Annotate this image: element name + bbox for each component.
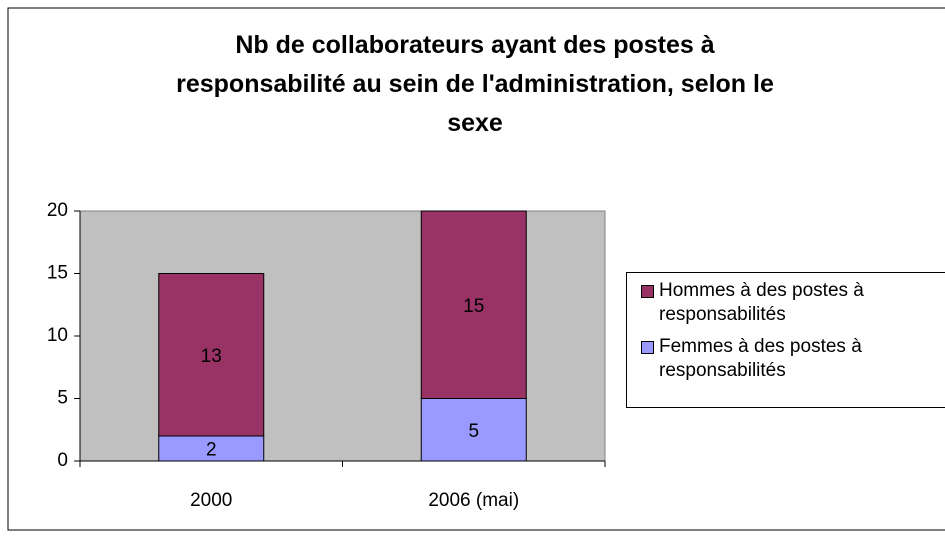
y-tick-label: 0: [57, 450, 68, 471]
y-tick-label: 10: [47, 325, 68, 346]
legend-item: Hommes à des postes à responsabilités: [641, 279, 945, 327]
bar-segment: [420, 210, 527, 399]
bar-segment: [158, 435, 265, 462]
bar-segment: [420, 398, 527, 462]
y-tick-label: 15: [47, 263, 68, 284]
y-tick-label: 20: [47, 200, 68, 221]
y-tick-label: 5: [57, 388, 68, 409]
x-tick-label: 2000: [190, 490, 232, 511]
data-label: 2: [206, 440, 217, 461]
data-label: 13: [201, 346, 222, 367]
legend-label: Hommes à des postes à responsabilités: [659, 280, 864, 325]
legend-swatch: [641, 341, 654, 354]
data-label: 15: [463, 296, 484, 317]
bar-segment: [158, 273, 265, 437]
legend-label: Femmes à des postes à responsabilités: [659, 336, 862, 381]
chart-title: Nb de collaborateurs ayant des postes à …: [176, 31, 774, 137]
legend-swatch: [641, 285, 654, 298]
x-tick-label: 2006 (mai): [428, 490, 519, 511]
legend: Hommes à des postes à responsabilités Fem…: [626, 272, 945, 408]
legend-item: Femmes à des postes à responsabilités: [641, 335, 945, 383]
data-label: 5: [468, 421, 479, 442]
